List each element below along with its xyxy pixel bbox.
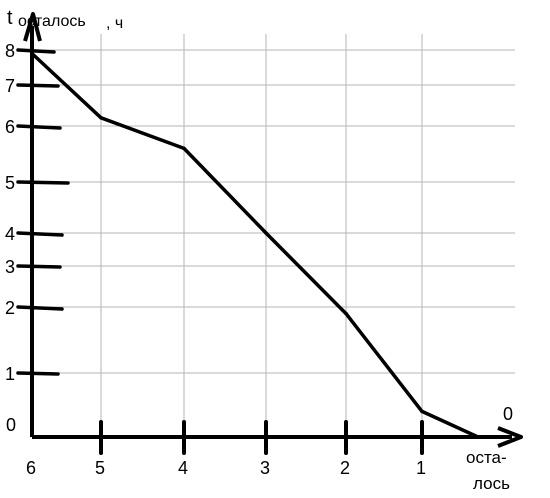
y-tick-label: 1 xyxy=(5,364,15,384)
y-tick-mark xyxy=(16,231,64,237)
data-point xyxy=(30,51,34,56)
y-axis-unit: , ч xyxy=(106,15,123,32)
axes xyxy=(23,12,523,448)
data-point xyxy=(476,435,480,439)
y-tick-mark xyxy=(16,124,62,130)
y-tick-mark xyxy=(16,264,62,269)
x-tick-label: 2 xyxy=(340,458,350,478)
x-tick-label: 6 xyxy=(26,458,36,478)
y-tick-mark xyxy=(16,305,64,311)
y-tick-label: 7 xyxy=(5,76,15,96)
y-tick-label: 3 xyxy=(5,257,15,277)
data-point xyxy=(182,146,186,151)
y-tick-label: 5 xyxy=(5,173,15,193)
x-axis-end-label: 0 xyxy=(503,404,513,424)
y-axis-symbol: t xyxy=(7,7,13,29)
grid xyxy=(32,34,515,437)
y-tick-mark xyxy=(16,48,56,54)
data-point xyxy=(99,116,103,120)
labels: t осталось , ч оста- лось 0 0 xyxy=(6,7,513,493)
y-tick-label: 8 xyxy=(5,41,15,61)
x-tick-label: 3 xyxy=(260,458,270,478)
y-tick-mark xyxy=(16,83,60,88)
ticks: 8 7 6 5 4 3 2 1 6 5 4 3 2 1 xyxy=(5,41,426,478)
y-tick-label: 4 xyxy=(5,224,15,244)
x-axis-arrow xyxy=(497,426,523,448)
y-tick-mark xyxy=(16,371,60,376)
y-tick-mark xyxy=(16,180,70,185)
x-axis-label-line2: лось xyxy=(473,474,510,493)
series xyxy=(30,51,480,439)
data-point xyxy=(344,311,348,316)
y-tick-label: 6 xyxy=(5,117,15,137)
y-axis-subscript: осталось xyxy=(18,13,86,30)
x-tick-label: 5 xyxy=(95,458,105,478)
data-point xyxy=(420,409,424,414)
x-tick-label: 4 xyxy=(178,458,188,478)
x-tick-label: 1 xyxy=(416,458,426,478)
x-axis-label-line1: оста- xyxy=(466,448,507,467)
series-line xyxy=(30,51,480,439)
y-tick-label: 2 xyxy=(5,298,15,318)
origin-label: 0 xyxy=(6,415,16,435)
data-point xyxy=(264,231,268,235)
y-axis-arrow xyxy=(23,12,42,42)
